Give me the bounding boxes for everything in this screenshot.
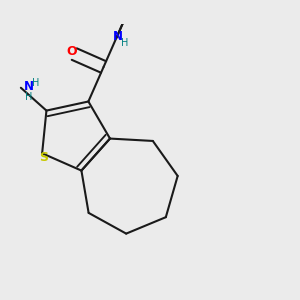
Text: S: S bbox=[39, 152, 48, 164]
Text: O: O bbox=[67, 45, 77, 58]
Text: N: N bbox=[112, 30, 123, 43]
Text: N: N bbox=[24, 80, 34, 93]
Text: H: H bbox=[121, 38, 128, 48]
Text: H: H bbox=[26, 92, 33, 102]
Text: H: H bbox=[32, 78, 40, 88]
